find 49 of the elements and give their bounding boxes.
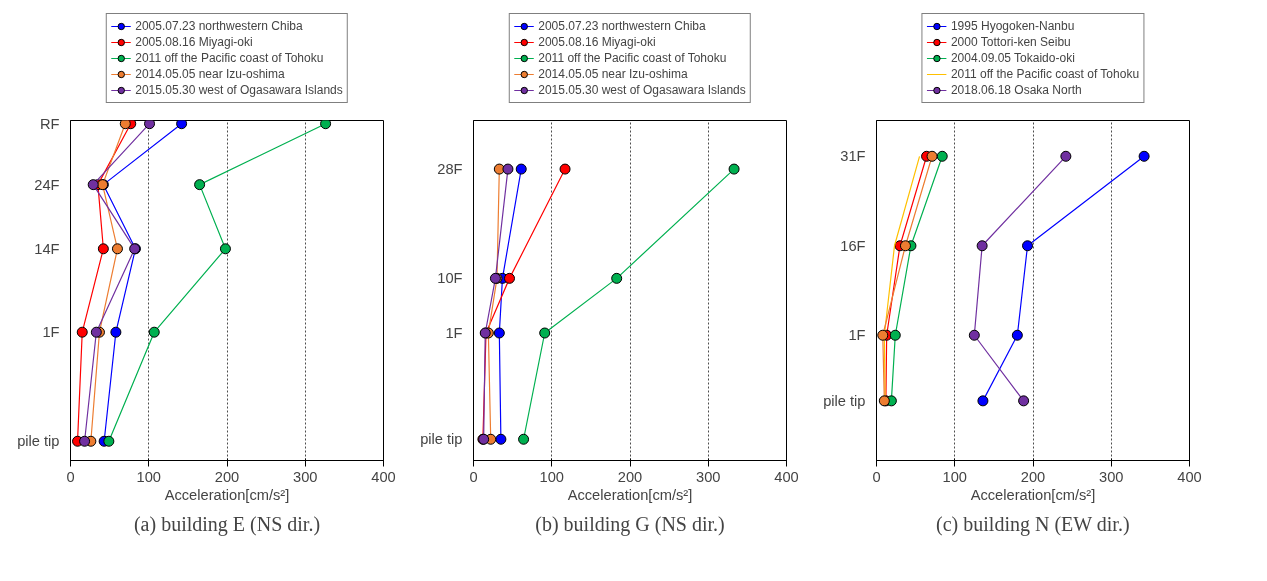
legend-label: 2015.05.30 west of Ogasawara Islands xyxy=(538,82,746,98)
y-tick-label: 24F xyxy=(34,176,60,193)
legend-label: 2005.07.23 northwestern Chiba xyxy=(135,18,303,34)
legend-label: 1995 Hyogoken-Nanbu xyxy=(950,18,1075,34)
x-tick-label: 0 xyxy=(469,468,478,485)
legend-label: 2018.06.18 Osaka North xyxy=(950,82,1082,98)
y-tick-label: RF xyxy=(39,115,60,132)
x-axis-title: Acceleration[cm/s²] xyxy=(970,486,1096,503)
y-tick-label: 1F xyxy=(445,325,463,341)
legend-label: 2011 off the Pacific coast of Tohoku xyxy=(950,66,1140,82)
y-tick-label: 10F xyxy=(437,270,463,287)
x-axis-title: Acceleration[cm/s²] xyxy=(164,486,290,503)
x-tick-label: 200 xyxy=(617,468,643,485)
x-tick-label: 300 xyxy=(696,468,721,485)
legend-label: 2004.09.05 Tokaido-oki xyxy=(950,50,1075,66)
x-axis-title: Acceleration[cm/s²] xyxy=(567,486,693,503)
x-tick-label: 100 xyxy=(136,468,161,485)
x-tick-label: 300 xyxy=(293,468,318,485)
x-tick-label: 100 xyxy=(942,468,967,485)
legend-label: 2011 off the Pacific coast of Tohoku xyxy=(538,50,727,66)
legend-label: 2011 off the Pacific coast of Tohoku xyxy=(135,50,324,66)
y-tick-label: 14F xyxy=(34,240,60,257)
legend-label: 2015.05.30 west of Ogasawara Islands xyxy=(135,82,343,98)
legend-label: 2014.05.05 near Izu-oshima xyxy=(538,66,688,82)
y-tick-label: pile tip xyxy=(420,431,463,448)
text: (c) building N (EW dir.) xyxy=(936,512,1130,536)
y-tick-label: 1F xyxy=(42,324,60,341)
legend-label: 2000 Tottori-ken Seibu xyxy=(950,34,1071,50)
y-tick-label: pile tip xyxy=(17,433,60,450)
x-tick-label: 0 xyxy=(872,468,881,485)
x-tick-label: 300 xyxy=(1099,468,1124,485)
y-tick-label: pile tip xyxy=(823,392,866,409)
legend-label: 2014.05.05 near Izu-oshima xyxy=(135,66,285,82)
legend-label: 2005.08.16 Miyagi-oki xyxy=(538,34,656,50)
x-tick-label: 400 xyxy=(1177,468,1202,485)
x-tick-label: 400 xyxy=(371,468,396,485)
legend-label: 2005.07.23 northwestern Chiba xyxy=(538,18,706,34)
x-tick-label: 100 xyxy=(539,468,564,485)
y-tick-label: 1F xyxy=(848,327,866,344)
x-tick-label: 400 xyxy=(774,468,799,485)
x-tick-label: 200 xyxy=(214,468,240,485)
legend-label: 2005.08.16 Miyagi-oki xyxy=(135,34,253,50)
y-tick-label: 31F xyxy=(840,148,866,165)
text: (b) building G (NS dir.) xyxy=(535,512,725,536)
x-tick-label: 0 xyxy=(66,468,75,485)
y-tick-label: 28F xyxy=(437,161,463,178)
y-tick-label: 16F xyxy=(840,237,866,254)
text: (a) building E (NS dir.) xyxy=(133,512,321,536)
x-tick-label: 200 xyxy=(1020,468,1046,485)
